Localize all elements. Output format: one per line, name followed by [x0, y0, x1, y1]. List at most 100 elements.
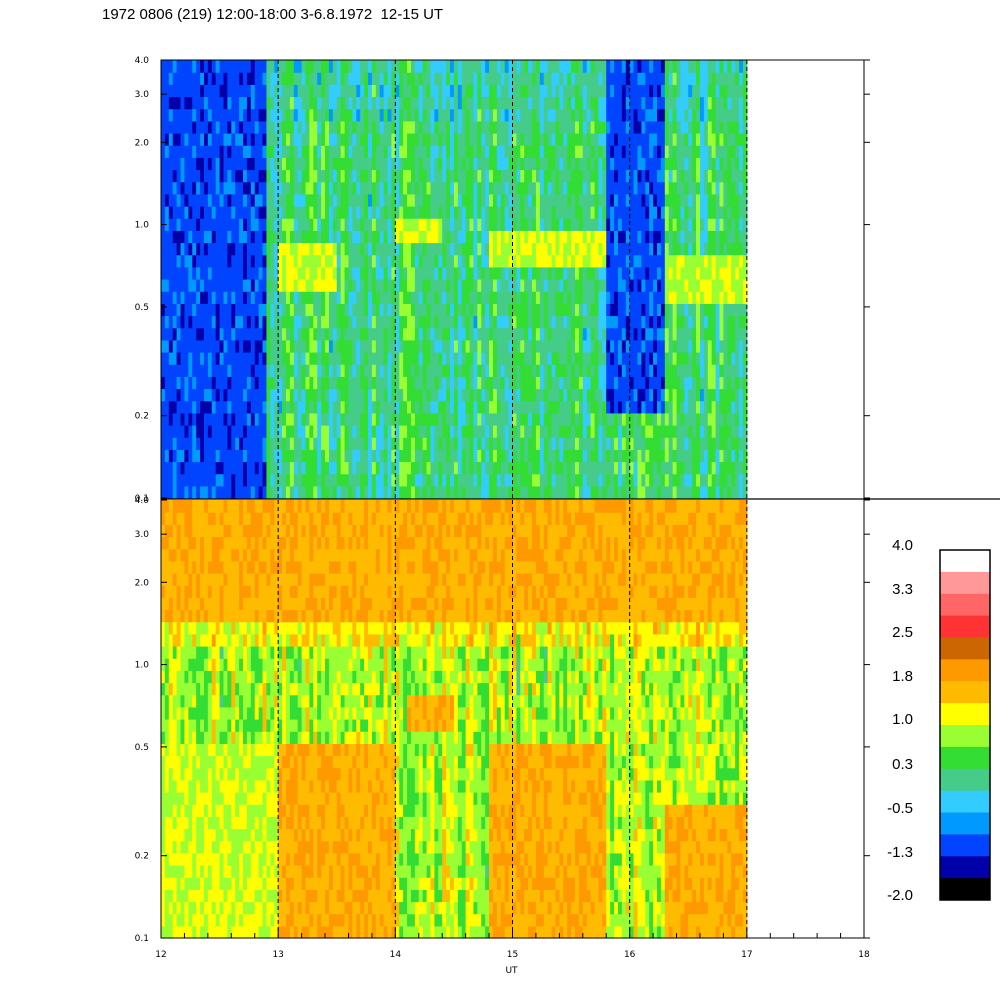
heatmap-cell [203, 242, 209, 256]
heatmap-cell [184, 425, 189, 438]
heatmap-cell [336, 425, 342, 438]
heatmap-cell [180, 315, 186, 329]
heatmap-cell [196, 181, 201, 195]
heatmap-cell [172, 96, 178, 110]
heatmap-cell [629, 449, 635, 463]
heatmap-cell [512, 327, 518, 341]
heatmap-cell [246, 96, 252, 110]
heatmap-cell [551, 120, 557, 134]
heatmap-cell [645, 461, 650, 475]
heatmap-cell [203, 206, 209, 219]
heatmap-cell [625, 352, 631, 365]
heatmap-cell [500, 364, 506, 377]
heatmap-cell [614, 449, 619, 463]
heatmap-cell [672, 169, 678, 183]
heatmap-cell [606, 437, 611, 450]
heatmap-cell [293, 339, 299, 353]
heatmap-cell [305, 291, 311, 304]
heatmap-cell [602, 388, 607, 402]
heatmap-cell [434, 412, 439, 426]
heatmap-cell [414, 473, 420, 487]
heatmap-cell [258, 291, 264, 304]
heatmap-cell [610, 449, 615, 463]
heatmap-cell [672, 315, 678, 329]
heatmap-cell [219, 352, 225, 365]
heatmap-cell [594, 254, 600, 268]
heatmap-cell [301, 485, 307, 499]
heatmap-cell [305, 412, 311, 426]
heatmap-cell [305, 364, 311, 377]
heatmap-cell [219, 193, 225, 207]
heatmap-cell [610, 388, 615, 402]
heatmap-cell [274, 266, 279, 280]
heatmap-cell [504, 230, 510, 244]
heatmap-cell [676, 96, 682, 110]
heatmap-cell [649, 388, 654, 402]
heatmap-cell [200, 291, 205, 304]
heatmap-cell [387, 376, 393, 390]
heatmap-cell [161, 376, 166, 390]
heatmap-cell [535, 425, 541, 438]
heatmap-cell [578, 254, 584, 268]
heatmap-cell [391, 364, 396, 377]
heatmap-cell [270, 120, 275, 134]
heatmap-cell [660, 485, 666, 499]
heatmap-cell [532, 437, 537, 450]
heatmap-cell [594, 266, 600, 280]
heatmap-cell [285, 461, 291, 475]
heatmap-cell [235, 181, 240, 195]
heatmap-cell [481, 206, 486, 219]
heatmap-cell [617, 364, 623, 377]
heatmap-cell [203, 145, 209, 158]
heatmap-cell [653, 352, 658, 365]
heatmap-cell [180, 388, 186, 402]
heatmap-cell [485, 206, 490, 219]
heatmap-cell [293, 388, 299, 402]
heatmap-cell [614, 230, 619, 244]
heatmap-cell [250, 60, 256, 73]
heatmap-cell [672, 120, 678, 134]
heatmap-cell [465, 364, 471, 377]
heatmap-cell [332, 145, 338, 158]
heatmap-cell [414, 133, 420, 146]
heatmap-cell [317, 218, 322, 231]
heatmap-cell [180, 461, 186, 475]
heatmap-cell [293, 181, 299, 195]
heatmap-cell [485, 461, 490, 475]
heatmap-cell [297, 364, 303, 377]
heatmap-cell [285, 279, 291, 292]
heatmap-cell [266, 181, 271, 195]
heatmap-cell [574, 303, 580, 317]
heatmap-cell [164, 120, 170, 134]
heatmap-cell [203, 412, 209, 426]
heatmap-cell [317, 230, 322, 244]
heatmap-cell [555, 193, 560, 207]
heatmap-cell [547, 206, 553, 219]
heatmap-cell [262, 60, 268, 73]
heatmap-cell [457, 60, 463, 73]
heatmap-cell [598, 339, 603, 353]
heatmap-cell [395, 72, 400, 85]
heatmap-cell [578, 145, 584, 158]
heatmap-cell [664, 145, 670, 158]
heatmap-cell [633, 473, 639, 487]
heatmap-cell [352, 352, 357, 365]
heatmap-cell [500, 400, 506, 414]
heatmap-cell [633, 339, 639, 353]
heatmap-cell [285, 485, 291, 499]
heatmap-cell [340, 181, 346, 195]
heatmap-cell [571, 303, 576, 317]
heatmap-cell [446, 181, 451, 195]
heatmap-cell [574, 279, 580, 292]
heatmap-cell [699, 157, 705, 171]
heatmap-cell [528, 400, 533, 414]
heatmap-cell [430, 120, 435, 134]
heatmap-cell [422, 242, 428, 256]
heatmap-cell [508, 254, 514, 268]
heatmap-cell [266, 315, 271, 329]
heatmap-cell [246, 230, 252, 244]
heatmap-cell [367, 437, 373, 450]
heatmap-cell [617, 303, 623, 317]
heatmap-cell [590, 327, 596, 341]
heatmap-cell [473, 412, 478, 426]
